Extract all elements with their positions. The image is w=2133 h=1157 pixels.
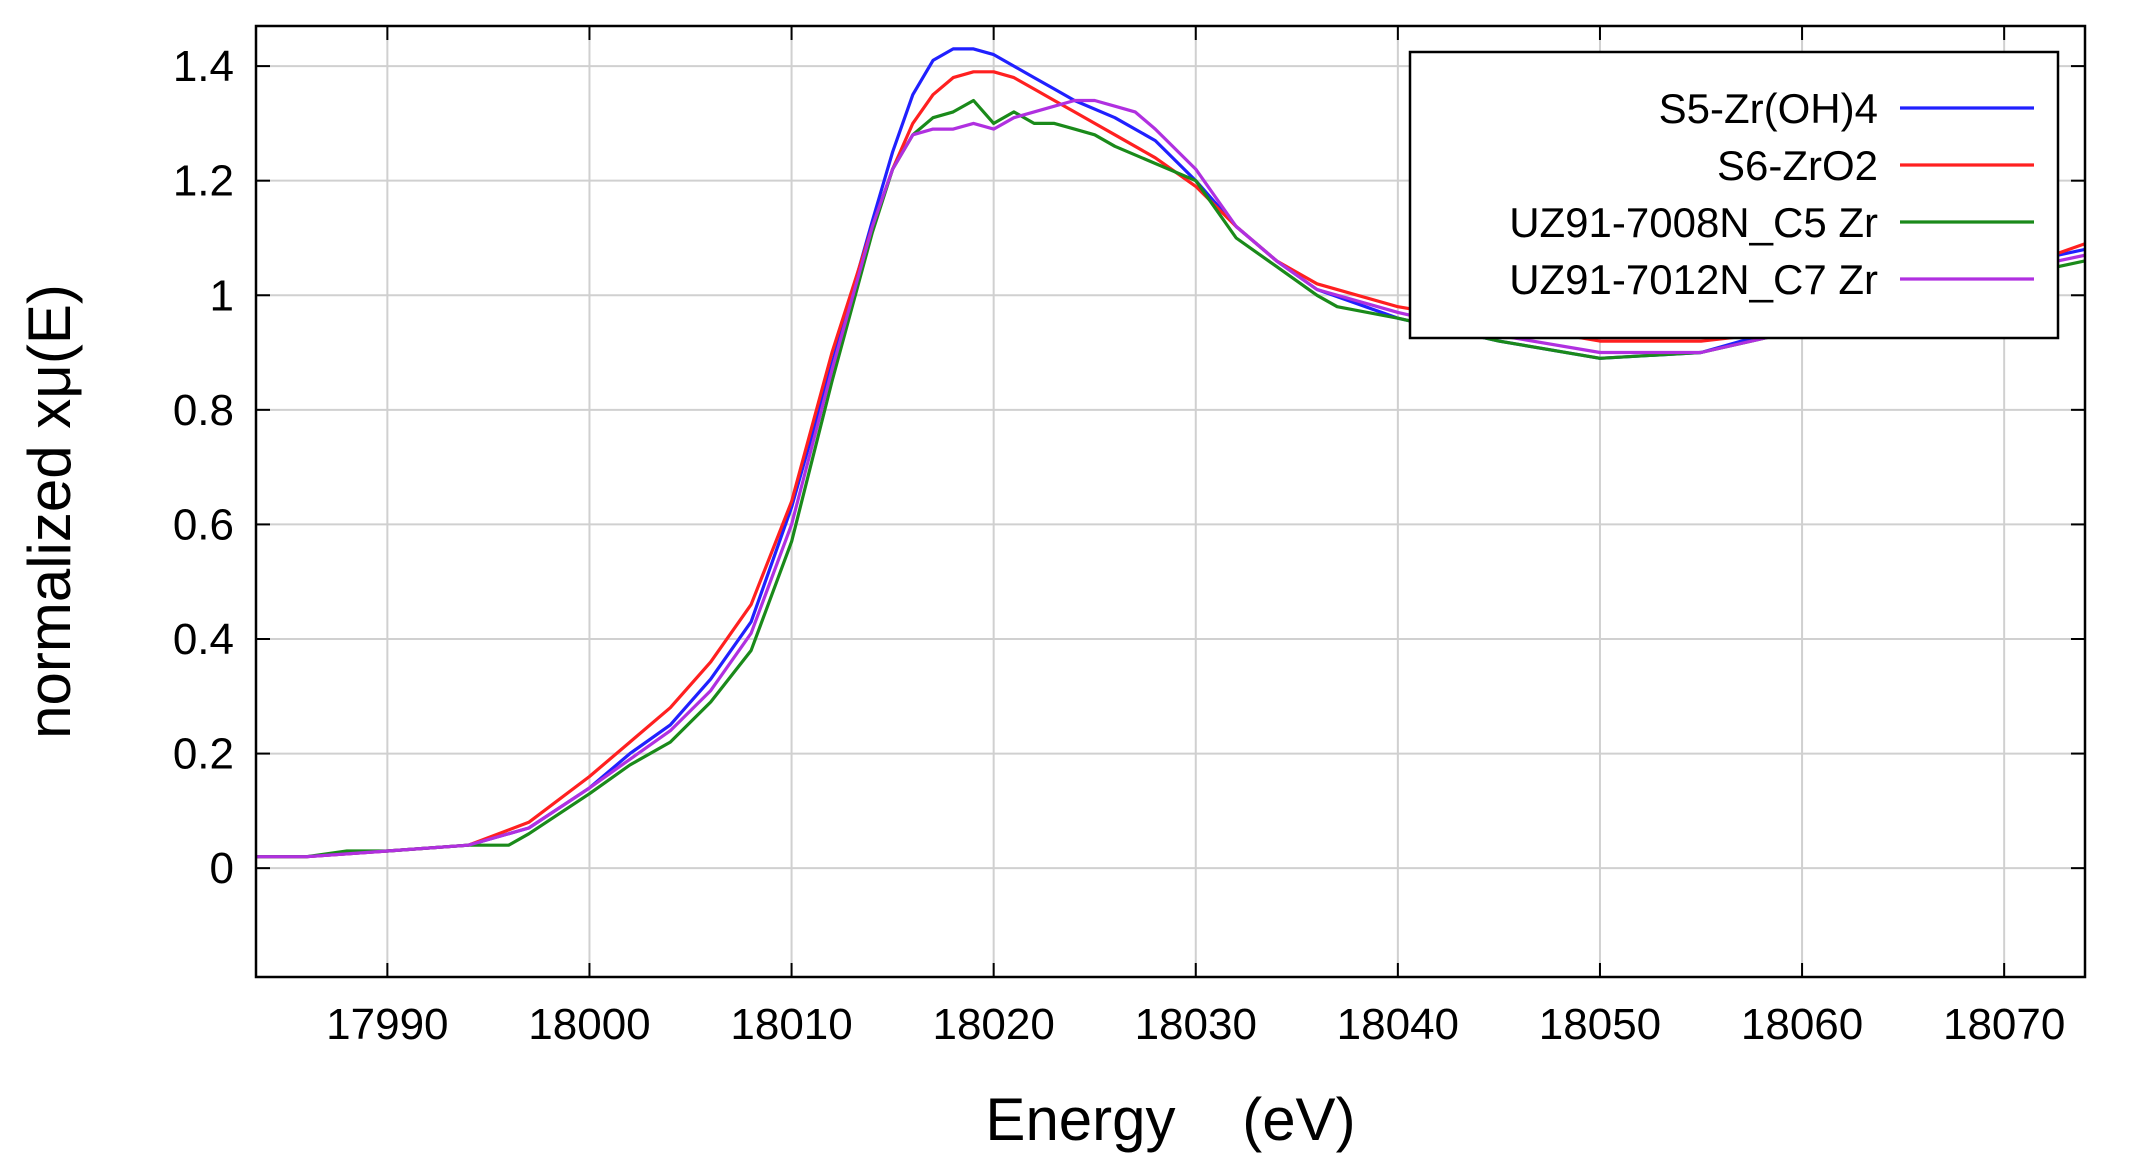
x-tick-label: 18030 [1135, 1000, 1257, 1049]
legend-label-4: UZ91-7012N_C7 Zr [1509, 256, 1878, 303]
plot-frame [254, 24, 2087, 979]
x-tick-label: 18010 [730, 1000, 852, 1049]
x-tick-label: 18040 [1337, 1000, 1459, 1049]
legend-label-2: S6-ZrO2 [1717, 142, 1878, 189]
y-tick-label: 1.2 [173, 157, 234, 206]
x-tick-label: 18000 [528, 1000, 650, 1049]
x-tick-label: 18060 [1741, 1000, 1863, 1049]
y-axis-ticks: 0 0.2 0.4 0.6 0.8 1 1.2 1.4 [173, 42, 2085, 893]
x-tick-label: 18070 [1943, 1000, 2065, 1049]
legend: S5-Zr(OH)4 S6-ZrO2 UZ91-7008N_C5 Zr UZ91-70… [1408, 50, 2060, 340]
y-tick-label: 0.2 [173, 730, 234, 779]
x-tick-label: 18020 [932, 1000, 1054, 1049]
x-tick-label: 18050 [1539, 1000, 1661, 1049]
y-tick-label: 0 [210, 844, 234, 893]
x-axis-title: Energy (eV) [985, 1086, 1355, 1153]
x-tick-label: 17990 [326, 1000, 448, 1049]
y-axis-title: normalized xμ(E) [16, 284, 83, 739]
legend-label-1: S5-Zr(OH)4 [1659, 85, 1878, 132]
x-axis-ticks: 17990 18000 18010 18020 18030 18040 18050 18060… [326, 26, 2065, 1049]
y-tick-label: 0.4 [173, 615, 234, 664]
y-tick-label: 0.8 [173, 386, 234, 435]
legend-label-3: UZ91-7008N_C5 Zr [1509, 199, 1878, 246]
legend-box [1408, 50, 2060, 340]
y-tick-label: 1 [210, 271, 234, 320]
y-tick-label: 0.6 [173, 500, 234, 549]
y-tick-label: 1.4 [173, 42, 234, 91]
